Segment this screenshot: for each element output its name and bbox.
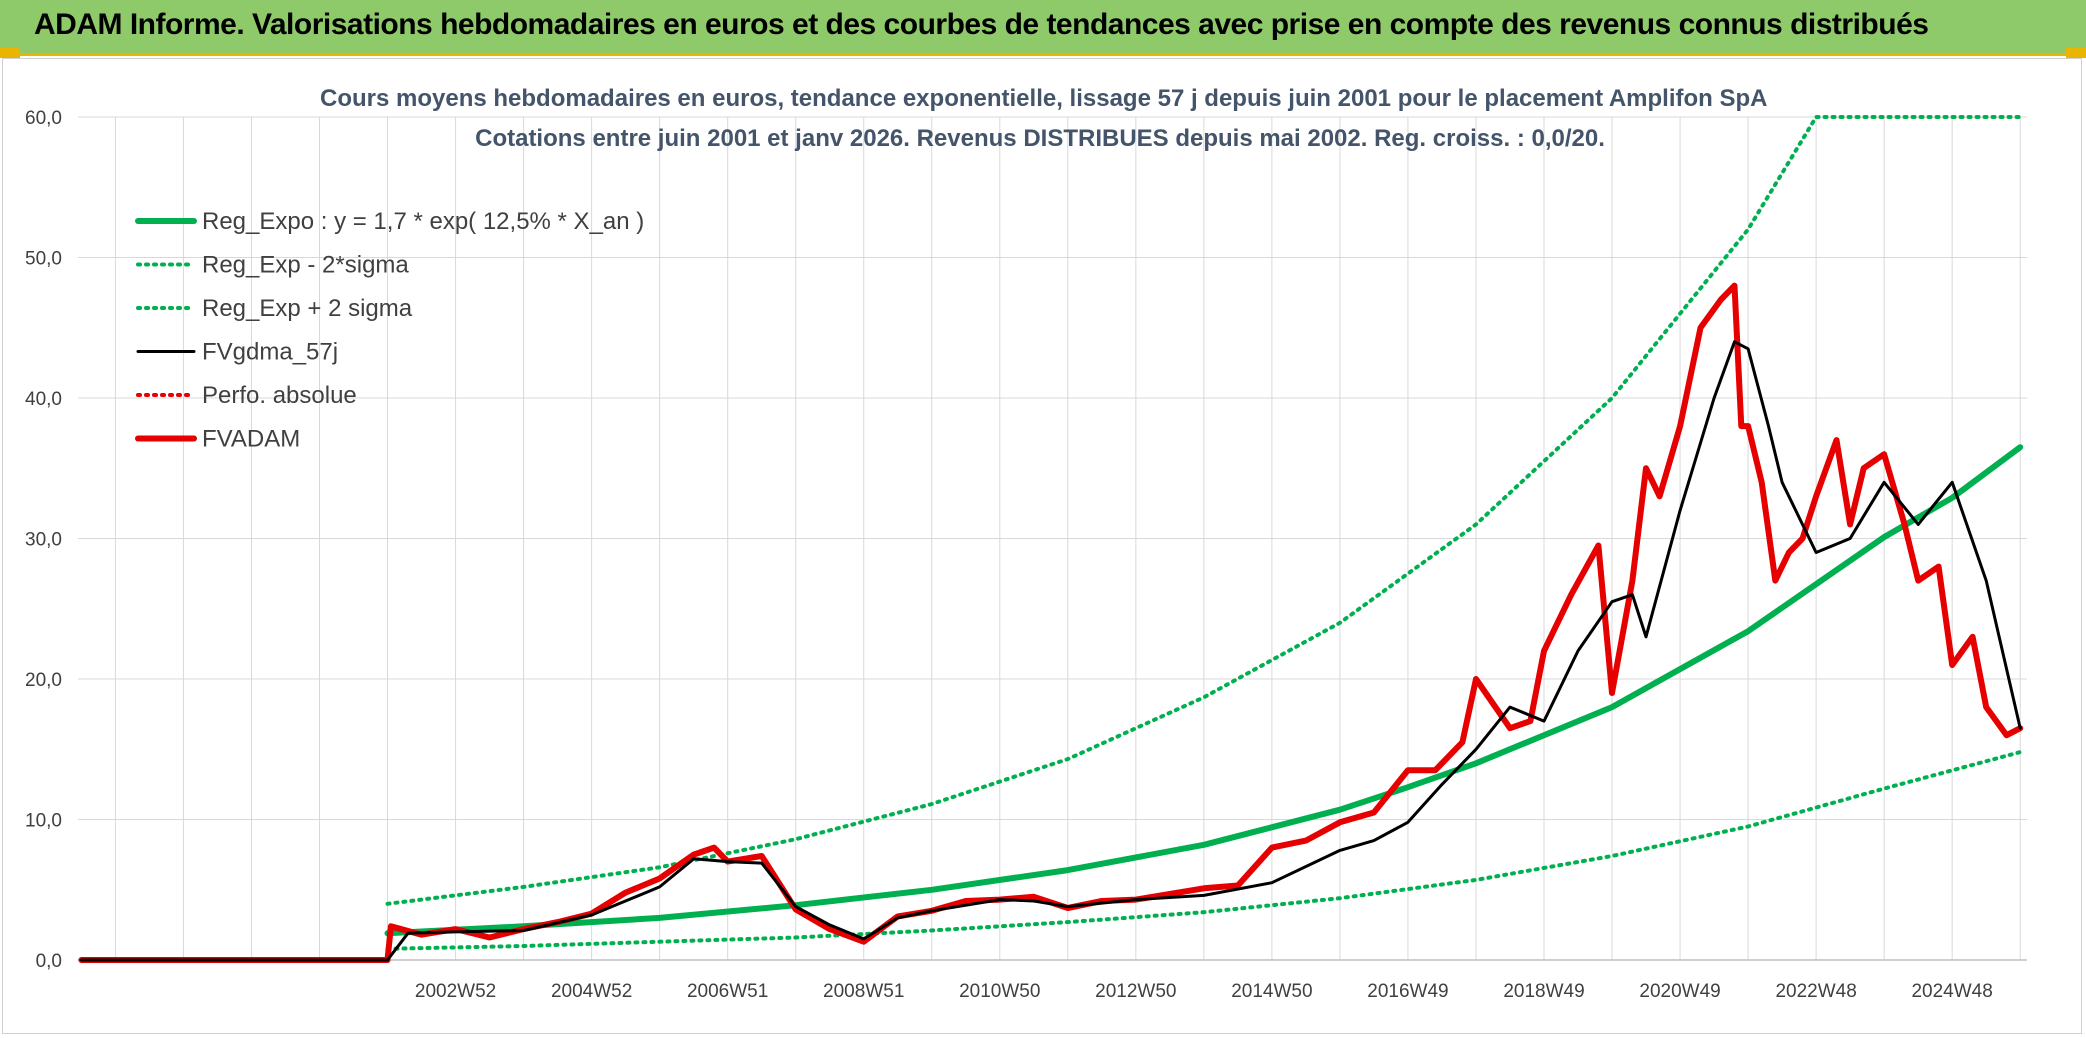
y-tick-label: 30,0 (25, 530, 62, 551)
x-tick-label: 2006W51 (687, 981, 768, 1002)
banner-corner-right (2066, 48, 2086, 58)
legend-label: Reg_Expo : y = 1,7 * exp( 12,5% * X_an ) (202, 208, 644, 235)
y-tick-label: 10,0 (25, 811, 62, 832)
report-title: ADAM Informe. Valorisations hebdomadaire… (34, 8, 1929, 41)
y-tick-label: 60,0 (25, 108, 62, 129)
legend-label: Reg_Exp + 2 sigma (202, 295, 413, 322)
series-fvgdma-57j (79, 340, 2022, 962)
x-tick-label: 2010W50 (959, 981, 1040, 1002)
report-banner: ADAM Informe. Valorisations hebdomadaire… (0, 0, 2086, 56)
x-tick-label: 2020W49 (1639, 981, 1720, 1002)
y-tick-label: 50,0 (25, 249, 62, 270)
legend-label: Reg_Exp - 2*sigma (202, 252, 409, 279)
x-tick-label: 2016W49 (1367, 981, 1448, 1002)
x-tick-label: 2014W50 (1231, 981, 1312, 1002)
chart-subtitle: Cotations entre juin 2001 et janv 2026. … (475, 125, 1605, 152)
x-tick-label: 2008W51 (823, 981, 904, 1002)
x-tick-label: 2022W48 (1775, 981, 1856, 1002)
chart-title: Cours moyens hebdomadaires en euros, ten… (320, 85, 1768, 112)
chart-frame (2, 58, 2082, 1034)
y-tick-label: 40,0 (25, 389, 62, 410)
x-tick-label: 2002W52 (415, 981, 496, 1002)
series-reg-expo (384, 444, 2024, 937)
x-tick-label: 2004W52 (551, 981, 632, 1002)
y-tick-label: 20,0 (25, 670, 62, 691)
x-tick-label: 2024W48 (1911, 981, 1992, 1002)
series-fvadam (78, 282, 2024, 963)
legend-label: FVADAM (202, 426, 300, 453)
series-reg-minus-2sigma (385, 750, 2023, 951)
banner-corner-left (0, 48, 20, 58)
y-tick-label: 0,0 (36, 951, 62, 972)
x-tick-label: 2012W50 (1095, 981, 1176, 1002)
x-tick-label: 2018W49 (1503, 981, 1584, 1002)
legend-label: FVgdma_57j (202, 339, 338, 366)
legend-label: Perfo. absolue (202, 382, 357, 409)
